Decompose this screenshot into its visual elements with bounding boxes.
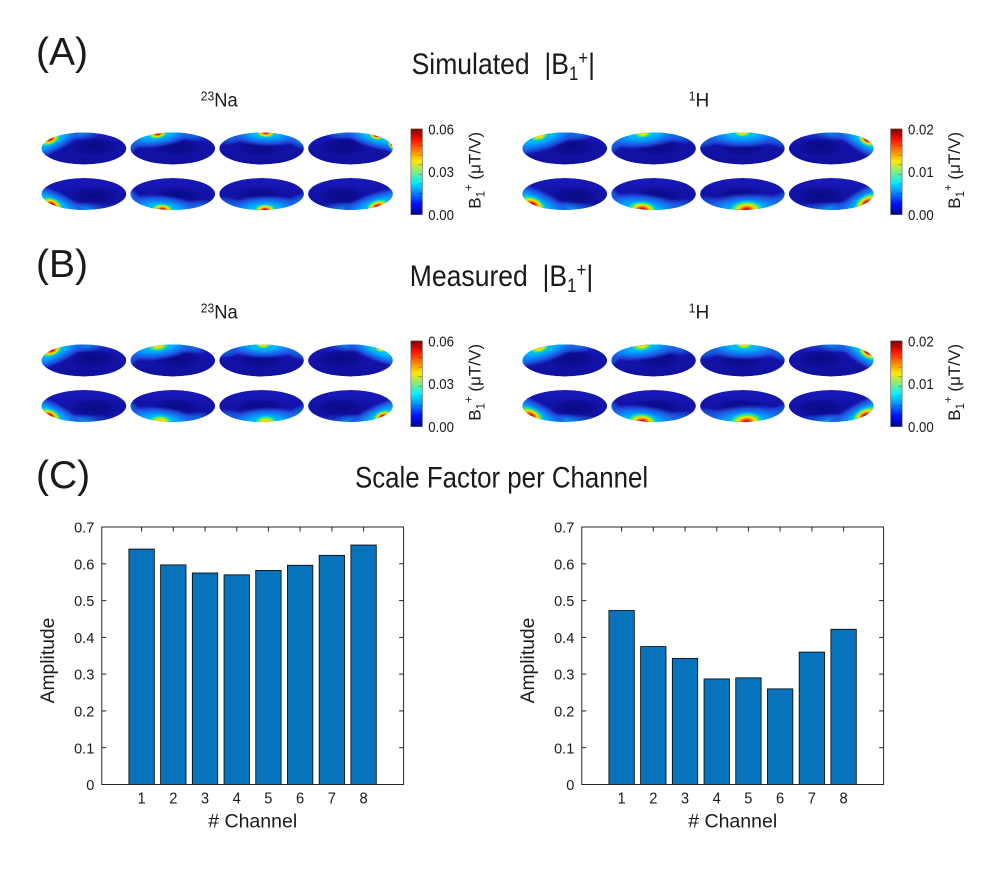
svg-text:0.7: 0.7 [74,520,94,536]
svg-text:5: 5 [744,790,752,807]
svg-text:1: 1 [138,790,146,807]
svg-text:0.06: 0.06 [428,333,454,350]
svg-text:0.01: 0.01 [908,163,934,180]
svg-text:2: 2 [169,790,177,807]
svg-text:0.7: 0.7 [554,520,574,536]
svg-text:2: 2 [649,790,657,807]
svg-text:0.03: 0.03 [428,375,454,392]
svg-text:0.00: 0.00 [428,418,454,435]
svg-text:0.5: 0.5 [74,594,94,610]
svg-text:0.00: 0.00 [908,206,934,223]
svg-text:0: 0 [86,778,94,794]
svg-text:Measured |B1+|: Measured |B1+| [410,259,593,296]
svg-text:8: 8 [360,790,368,807]
svg-text:0.4: 0.4 [74,631,94,647]
svg-text:0.5: 0.5 [554,594,574,610]
svg-text:Amplitude: Amplitude [518,618,539,704]
svg-text:0.2: 0.2 [554,704,574,720]
svg-text:# Channel: # Channel [688,811,777,833]
svg-text:0.02: 0.02 [908,121,934,138]
svg-text:0.6: 0.6 [554,557,574,573]
svg-text:1H: 1H [689,301,710,323]
svg-text:4: 4 [233,790,241,807]
svg-text:7: 7 [808,790,816,807]
svg-text:0.1: 0.1 [74,741,94,757]
svg-text:0.00: 0.00 [908,418,934,435]
svg-text:Amplitude: Amplitude [38,618,59,704]
svg-text:0.03: 0.03 [428,163,454,180]
svg-text:1: 1 [618,790,626,807]
svg-text:0.2: 0.2 [74,704,94,720]
svg-text:0.6: 0.6 [74,557,94,573]
svg-text:23Na: 23Na [201,89,238,110]
svg-text:0.3: 0.3 [74,668,94,684]
svg-text:6: 6 [296,790,304,807]
svg-text:0.01: 0.01 [908,375,934,392]
svg-text:5: 5 [264,790,272,807]
svg-text:0.4: 0.4 [554,631,574,647]
svg-text:(B): (B) [36,243,88,286]
svg-text:0.1: 0.1 [554,741,574,757]
svg-text:23Na: 23Na [201,301,238,322]
svg-text:0.06: 0.06 [428,121,454,138]
svg-text:8: 8 [840,790,848,807]
svg-text:0.3: 0.3 [554,668,574,684]
svg-text:# Channel: # Channel [208,811,297,833]
svg-text:3: 3 [201,790,209,807]
svg-text:Scale Factor per Channel: Scale Factor per Channel [355,461,648,494]
svg-text:6: 6 [776,790,784,807]
svg-text:(A): (A) [36,31,88,74]
svg-text:0: 0 [566,778,574,794]
svg-text:3: 3 [681,790,689,807]
svg-text:(C): (C) [36,454,90,497]
svg-text:0.00: 0.00 [428,206,454,223]
svg-text:4: 4 [713,790,721,807]
svg-text:B1+ (μT/V): B1+ (μT/V) [464,132,488,209]
svg-text:Simulated |B1+|: Simulated |B1+| [412,47,595,84]
svg-text:1H: 1H [689,89,710,111]
svg-text:0.02: 0.02 [908,333,934,350]
svg-text:7: 7 [328,790,336,807]
